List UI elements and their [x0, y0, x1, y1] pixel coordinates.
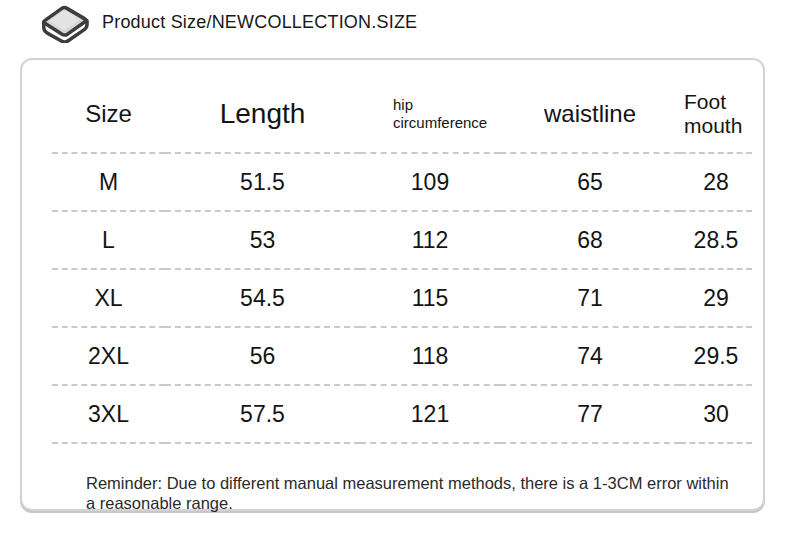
- column-header-hip-line2: circumference: [393, 114, 487, 131]
- cell-hip: 115: [360, 269, 500, 327]
- cell-length: 56: [165, 327, 360, 385]
- cell-size: XL: [52, 269, 165, 327]
- cell-size: L: [52, 211, 165, 269]
- size-table: Size Length hip circumference waistline …: [52, 60, 752, 444]
- column-header-hip-circumference: hip circumference: [360, 60, 500, 153]
- cell-length: 57.5: [165, 385, 360, 443]
- reminder-text: Reminder: Due to different manual measur…: [86, 473, 741, 513]
- table-row-m: M 51.5 109 65 28: [52, 153, 752, 211]
- cell-waistline: 71: [500, 269, 680, 327]
- page-title: Product Size/NEWCOLLECTION.SIZE: [102, 12, 417, 33]
- column-header-hip-line1: hip: [393, 96, 413, 113]
- cell-foot: 29.5: [680, 327, 752, 385]
- table-header-row: Size Length hip circumference waistline …: [52, 60, 752, 153]
- table-row-l: L 53 112 68 28.5: [52, 211, 752, 269]
- page-header: Product Size/NEWCOLLECTION.SIZE: [38, 1, 417, 43]
- book-icon: [38, 2, 91, 43]
- cell-hip: 109: [360, 153, 500, 211]
- size-card: Size Length hip circumference waistline …: [20, 58, 765, 511]
- cell-waistline: 65: [500, 153, 680, 211]
- cell-hip: 112: [360, 211, 500, 269]
- column-header-foot-line2: mouth: [684, 114, 742, 137]
- column-header-foot-mouth: Foot mouth: [680, 60, 752, 153]
- cell-foot: 29: [680, 269, 752, 327]
- cell-hip: 121: [360, 385, 500, 443]
- cell-waistline: 74: [500, 327, 680, 385]
- column-header-size: Size: [52, 60, 165, 153]
- cell-hip: 118: [360, 327, 500, 385]
- column-header-length: Length: [165, 60, 360, 153]
- cell-length: 51.5: [165, 153, 360, 211]
- table-row-3xl: 3XL 57.5 121 77 30: [52, 385, 752, 443]
- cell-size: 3XL: [52, 385, 165, 443]
- cell-length: 53: [165, 211, 360, 269]
- cell-waistline: 77: [500, 385, 680, 443]
- reminder-line2: a reasonable range.: [86, 494, 233, 512]
- reminder-line1: Reminder: Due to different manual measur…: [86, 474, 729, 492]
- cell-length: 54.5: [165, 269, 360, 327]
- cell-size: M: [52, 153, 165, 211]
- column-header-foot-line1: Foot: [684, 90, 726, 113]
- cell-waistline: 68: [500, 211, 680, 269]
- cell-size: 2XL: [52, 327, 165, 385]
- cell-foot: 28: [680, 153, 752, 211]
- cell-foot: 28.5: [680, 211, 752, 269]
- column-header-waistline: waistline: [500, 60, 680, 153]
- table-row-xl: XL 54.5 115 71 29: [52, 269, 752, 327]
- size-chart-page: Product Size/NEWCOLLECTION.SIZE Size Len…: [0, 0, 790, 537]
- table-row-2xl: 2XL 56 118 74 29.5: [52, 327, 752, 385]
- cell-foot: 30: [680, 385, 752, 443]
